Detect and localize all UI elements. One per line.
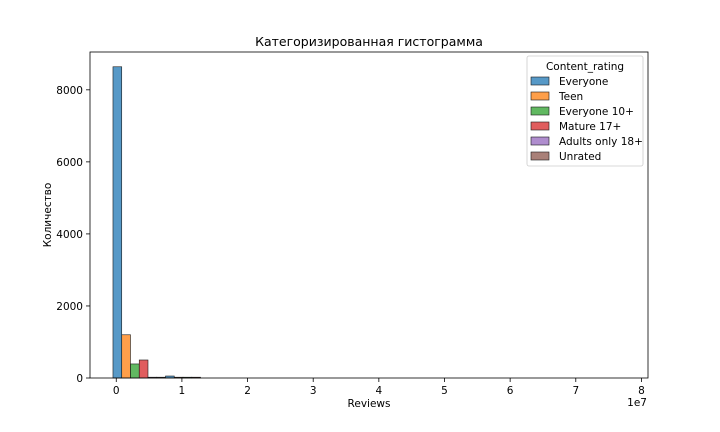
x-tick-label: 8 [638,385,645,397]
legend: Content_rating Everyone Teen Everyone 10+ M… [526,55,644,167]
x-axis-offset-label: 1e7 [627,397,647,409]
legend-swatch [530,106,550,116]
bar-everyone-10-bin-0 [130,363,140,379]
chart-title: Категоризированная гистограмма [255,34,483,49]
legend-title: Content_rating [546,61,624,73]
x-axis-label: Reviews [348,398,391,410]
bar-mature-17-bin-0 [138,359,149,379]
x-axis-ticks: 0 1 2 3 4 5 6 7 8 [113,378,645,397]
legend-entry-label: Mature 17+ [559,121,621,133]
legend-entries: Everyone Teen Everyone 10+ Mature 17+ Adults… [530,76,643,163]
x-tick-label: 2 [244,385,251,397]
y-tick-label: 8000 [56,85,83,97]
legend-entry-label: Teen [558,91,583,103]
legend-entry-label: Everyone 10+ [559,106,634,118]
bar-everyone-bin-0 [112,66,123,379]
legend-swatch [530,151,550,161]
x-tick-label: 3 [310,385,317,397]
bar-teen-bin-0 [121,334,131,379]
x-tick-label: 1 [179,385,186,397]
legend-swatch [530,91,550,101]
legend-swatch [530,76,550,86]
y-tick-label: 2000 [56,301,83,313]
y-tick-label: 6000 [56,157,83,169]
x-tick-label: 4 [376,385,383,397]
legend-entry-label: Everyone [559,76,608,88]
legend-swatch [530,121,550,131]
x-tick-label: 7 [572,385,579,397]
legend-entry-label: Unrated [559,151,601,163]
legend-entry-label: Adults only 18+ [559,136,643,148]
plot-frame [89,51,649,379]
y-axis-label: Количество [42,183,54,248]
x-tick-label: 5 [441,385,448,397]
legend-frame [526,55,644,167]
x-tick-label: 0 [113,385,120,397]
bars-group [112,66,201,379]
x-tick-label: 6 [507,385,514,397]
y-tick-label: 0 [76,373,83,385]
y-axis-ticks: 0 2000 4000 6000 8000 [56,85,90,385]
legend-swatch [530,136,550,146]
y-tick-label: 4000 [56,229,83,241]
